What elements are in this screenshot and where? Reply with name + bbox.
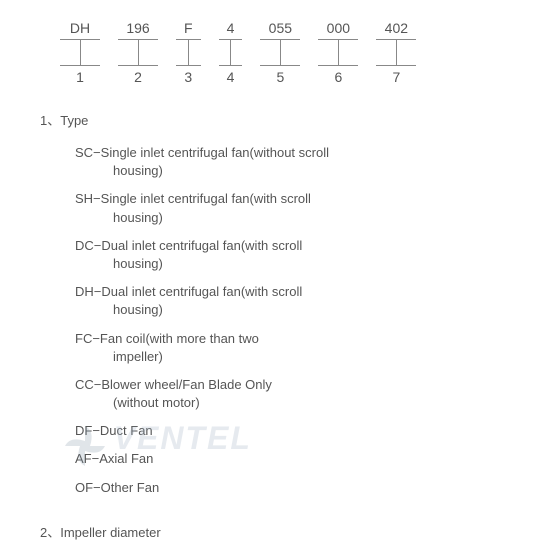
connector-line xyxy=(219,40,243,65)
definition-text: SH−Single inlet centrifugal fan(with scr… xyxy=(75,191,311,206)
definition-continuation: housing) xyxy=(113,209,501,227)
connector-line xyxy=(376,40,416,65)
code-segment-3: F3 xyxy=(176,20,201,85)
code-value: 000 xyxy=(318,20,358,40)
connector-line xyxy=(60,40,100,65)
code-segment-5: 055 5 xyxy=(260,20,300,85)
definition-text: FC−Fan coil(with more than two xyxy=(75,331,259,346)
definition-text: CC−Blower wheel/Fan Blade Only xyxy=(75,377,272,392)
code-segment-6: 000 6 xyxy=(318,20,358,85)
code-index: 2 xyxy=(118,65,158,85)
definition-item: OF−Other Fan xyxy=(75,479,501,497)
code-segment-7: 402 7 xyxy=(376,20,416,85)
definition-item: DH−Dual inlet centrifugal fan(with scrol… xyxy=(75,283,501,319)
definition-continuation: housing) xyxy=(113,301,501,319)
definition-continuation: (without motor) xyxy=(113,394,501,412)
code-index: 4 xyxy=(219,65,243,85)
code-value: DH xyxy=(60,20,100,40)
definition-continuation: housing) xyxy=(113,162,501,180)
connector-line xyxy=(118,40,158,65)
connector-line xyxy=(176,40,201,65)
code-value: 196 xyxy=(118,20,158,40)
definition-text: DF−Duct Fan xyxy=(75,423,153,438)
definition-item: SC−Single inlet centrifugal fan(without … xyxy=(75,144,501,180)
code-index: 3 xyxy=(176,65,201,85)
code-index: 5 xyxy=(260,65,300,85)
definition-item: CC−Blower wheel/Fan Blade Only (without m… xyxy=(75,376,501,412)
definition-text: SC−Single inlet centrifugal fan(without … xyxy=(75,145,329,160)
code-index: 7 xyxy=(376,65,416,85)
definition-text: DH−Dual inlet centrifugal fan(with scrol… xyxy=(75,284,302,299)
definitions-list: SC−Single inlet centrifugal fan(without … xyxy=(75,144,501,497)
definition-text: AF−Axial Fan xyxy=(75,451,153,466)
section-title-1: 1、Type xyxy=(40,110,501,129)
definition-item: DF−Duct Fan xyxy=(75,422,501,440)
code-value: 055 xyxy=(260,20,300,40)
definition-item: SH−Single inlet centrifugal fan(with scr… xyxy=(75,190,501,226)
code-index: 6 xyxy=(318,65,358,85)
model-code-breakdown: DH11962F344055500064027 xyxy=(60,20,501,85)
code-segment-1: DH 1 xyxy=(60,20,100,85)
definition-continuation: housing) xyxy=(113,255,501,273)
definition-item: FC−Fan coil(with more than two impeller) xyxy=(75,330,501,366)
section-title-2: 2、Impeller diameter xyxy=(40,522,501,541)
definition-item: DC−Dual inlet centrifugal fan(with scrol… xyxy=(75,237,501,273)
connector-line xyxy=(260,40,300,65)
code-value: F xyxy=(176,20,201,40)
code-value: 402 xyxy=(376,20,416,40)
code-value: 4 xyxy=(219,20,243,40)
definition-text: DC−Dual inlet centrifugal fan(with scrol… xyxy=(75,238,302,253)
code-segment-2: 1962 xyxy=(118,20,158,85)
definition-item: AF−Axial Fan xyxy=(75,450,501,468)
code-index: 1 xyxy=(60,65,100,85)
definition-continuation: impeller) xyxy=(113,348,501,366)
definition-text: OF−Other Fan xyxy=(75,480,159,495)
code-segment-4: 44 xyxy=(219,20,243,85)
connector-line xyxy=(318,40,358,65)
